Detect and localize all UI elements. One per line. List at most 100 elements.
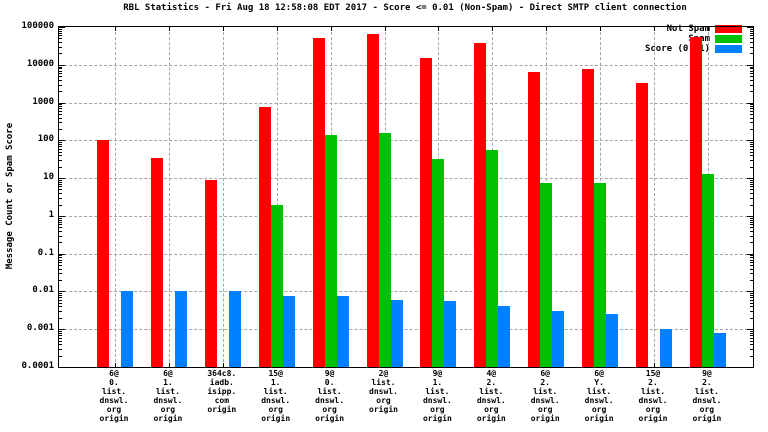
- y-minor-tick: [59, 104, 62, 106]
- y-major-tick: [59, 215, 65, 217]
- bar-spam-9: [540, 182, 553, 367]
- y-minor-tick: [750, 189, 753, 191]
- y-minor-tick: [59, 42, 62, 44]
- y-minor-tick: [750, 68, 753, 70]
- y-tick-label: 10: [43, 172, 54, 183]
- y-minor-tick: [59, 146, 62, 148]
- y-minor-tick: [59, 166, 62, 168]
- y-minor-tick: [59, 91, 62, 93]
- y-minor-tick: [59, 183, 62, 185]
- y-minor-tick: [59, 221, 62, 223]
- y-minor-tick: [750, 70, 753, 72]
- x-tick-top: [222, 27, 224, 31]
- y-minor-tick: [59, 204, 62, 206]
- bar-spam-10: [594, 182, 607, 367]
- y-minor-tick: [59, 30, 62, 32]
- bar-score-0-1-11: [660, 329, 672, 367]
- y-minor-tick: [59, 335, 62, 337]
- y-minor-tick: [59, 348, 62, 350]
- y-minor-tick: [750, 221, 753, 223]
- y-minor-tick: [59, 53, 62, 55]
- y-minor-tick: [750, 299, 753, 301]
- y-tick-label: 1: [48, 209, 54, 220]
- gridline-horizontal: [59, 140, 753, 142]
- y-minor-tick: [59, 302, 62, 304]
- y-minor-tick: [59, 28, 62, 30]
- y-minor-tick: [59, 179, 62, 181]
- y-minor-tick: [59, 108, 62, 110]
- gridline-horizontal: [59, 329, 753, 331]
- y-major-tick: [747, 102, 753, 104]
- y-minor-tick: [750, 355, 753, 357]
- y-minor-tick: [750, 197, 753, 199]
- gridline-vertical: [168, 27, 170, 367]
- y-minor-tick: [750, 42, 753, 44]
- gridline-horizontal: [59, 291, 753, 293]
- y-minor-tick: [750, 181, 753, 183]
- y-minor-tick: [59, 197, 62, 199]
- y-major-tick: [747, 291, 753, 293]
- y-minor-tick: [59, 35, 62, 37]
- y-minor-tick: [750, 230, 753, 232]
- y-minor-tick: [750, 108, 753, 110]
- y-minor-tick: [59, 76, 62, 78]
- y-minor-tick: [750, 262, 753, 264]
- x-tick-top: [115, 27, 116, 31]
- y-minor-tick: [750, 46, 753, 48]
- y-minor-tick: [750, 106, 753, 108]
- y-minor-tick: [750, 235, 753, 237]
- y-minor-tick: [59, 155, 62, 157]
- x-tick-bottom: [222, 363, 224, 367]
- x-tick-top: [384, 27, 386, 31]
- y-minor-tick: [59, 193, 62, 195]
- y-minor-tick: [750, 148, 753, 150]
- gridline-horizontal: [59, 215, 753, 217]
- y-minor-tick: [750, 113, 753, 115]
- bar-not-spam-10: [582, 69, 595, 367]
- y-minor-tick: [59, 79, 62, 81]
- y-major-tick: [747, 253, 753, 255]
- y-minor-tick: [59, 181, 62, 183]
- x-tick-bottom: [115, 363, 116, 367]
- y-tick-label: 100000: [21, 21, 54, 31]
- gridline-vertical: [222, 27, 224, 367]
- x-tick-top: [438, 27, 440, 31]
- bar-spam-8: [486, 150, 499, 367]
- x-tick-bottom: [168, 363, 170, 367]
- y-minor-tick: [750, 110, 753, 112]
- y-minor-tick: [750, 306, 753, 308]
- y-minor-tick: [750, 32, 753, 34]
- legend-label-not-spam: Not Spam: [666, 24, 710, 34]
- y-minor-tick: [750, 293, 753, 295]
- y-major-tick: [747, 367, 753, 368]
- y-tick-label: 100: [37, 134, 54, 145]
- legend-item-score: Score (0..1): [645, 44, 742, 54]
- x-tick-label: 15@ 1. list. dnswl. org origin: [261, 369, 291, 423]
- bar-spam-7: [432, 159, 445, 367]
- y-major-tick: [747, 27, 753, 28]
- y-major-tick: [59, 253, 65, 255]
- gridline-horizontal: [59, 178, 753, 180]
- y-minor-tick: [59, 70, 62, 72]
- y-major-tick: [747, 178, 753, 180]
- y-minor-tick: [750, 73, 753, 75]
- y-minor-tick: [59, 340, 62, 342]
- bar-not-spam-5: [312, 37, 325, 367]
- y-minor-tick: [59, 128, 62, 130]
- y-minor-tick: [59, 66, 62, 68]
- bar-not-spam-11: [636, 82, 648, 367]
- y-minor-tick: [59, 217, 62, 219]
- bar-score-0-1-4: [282, 296, 295, 367]
- y-minor-tick: [59, 337, 62, 339]
- y-tick-label: 10000: [26, 58, 54, 69]
- plot-area: [58, 26, 754, 368]
- y-minor-tick: [59, 46, 62, 48]
- gridline-horizontal: [59, 102, 753, 104]
- bar-score-0-1-7: [444, 301, 457, 367]
- legend-label-score: Score (0..1): [644, 44, 710, 54]
- legend-swatch-spam: [715, 35, 742, 43]
- y-minor-tick: [59, 330, 62, 332]
- x-tick-top: [654, 27, 655, 31]
- bar-score-0-1-9: [552, 311, 565, 367]
